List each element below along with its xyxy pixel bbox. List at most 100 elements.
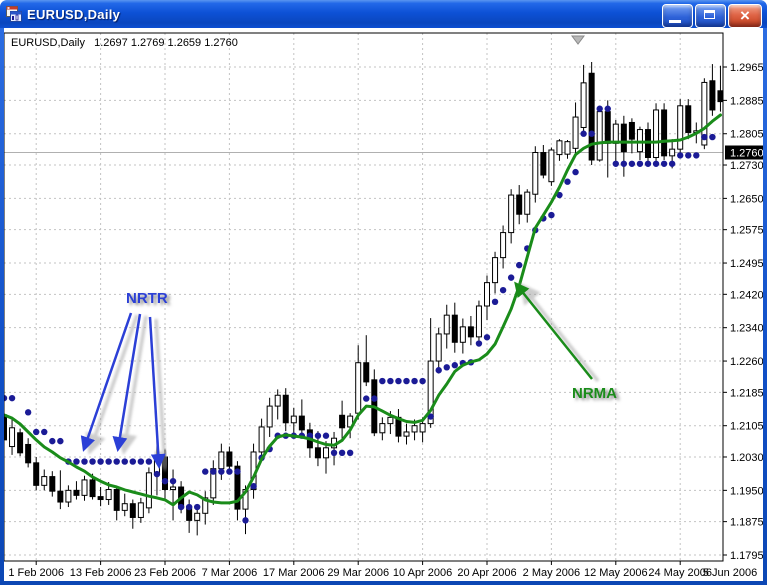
- nrtr-dot: [145, 458, 153, 465]
- candle: [661, 103, 668, 161]
- title-bar[interactable]: EURUSD,Daily ×: [0, 0, 767, 28]
- nrtr-dot: [314, 432, 322, 439]
- nrtr-dot: [41, 428, 48, 436]
- minimize-icon: [669, 20, 681, 23]
- candle: [588, 61, 595, 166]
- date-axis-label: 29 Mar 2006: [327, 567, 389, 579]
- nrtr-dot: [137, 458, 145, 465]
- candle: [73, 481, 80, 500]
- price-axis-label: 1.2420: [730, 289, 763, 301]
- nrtr-dot: [628, 160, 636, 167]
- nrtr-dot: [8, 394, 16, 402]
- date-axis-label: 24 May 2006: [648, 567, 712, 579]
- candle: [451, 302, 458, 353]
- maximize-button[interactable]: [695, 4, 726, 28]
- nrtr-arrow: [112, 313, 142, 452]
- candle: [81, 475, 88, 501]
- candle: [580, 64, 587, 132]
- nrtr-dot: [652, 160, 660, 167]
- chart-ohlc-header: EURUSD,Daily 1.2697 1.2769 1.2659 1.2760: [11, 37, 238, 49]
- candle: [540, 144, 547, 179]
- nrtr-dot: [668, 160, 676, 167]
- grid-layer: [4, 33, 723, 561]
- nrtr-dot: [435, 367, 442, 374]
- date-axis-label: 20 Apr 2006: [457, 567, 516, 579]
- nrtr-dot: [483, 334, 491, 341]
- nrtr-dot: [548, 211, 555, 219]
- date-axis-label: 23 Feb 2006: [134, 567, 196, 579]
- price-axis-label: 1.2030: [730, 452, 763, 464]
- price-axis[interactable]: 1.2965 1.2885 1.2805 1.2730 1.2650 1.2575 1.24…: [723, 62, 763, 562]
- nrma-annotation-label: NRMA: [572, 385, 617, 402]
- candle: [604, 100, 611, 178]
- price-axis-label: 1.2185: [730, 387, 763, 399]
- nrtr-dot: [612, 160, 619, 167]
- current-price-badge: [725, 145, 763, 160]
- price-axis-label: 1.2340: [730, 323, 763, 335]
- date-axis-label: 2 May 2006: [523, 567, 580, 579]
- time-axis[interactable]: 1 Feb 2006 13 Feb 2006 23 Feb 2006 7 Mar 20…: [8, 561, 757, 579]
- nrtr-dot: [73, 458, 80, 465]
- current-price-badge-text: 1.2760: [730, 148, 763, 160]
- nrtr-dot: [153, 470, 161, 478]
- date-axis-label: 10 Apr 2006: [393, 567, 452, 579]
- minimize-button[interactable]: [662, 4, 693, 28]
- close-button[interactable]: ×: [728, 4, 762, 28]
- nrtr-dot: [250, 482, 257, 490]
- candle: [653, 103, 660, 163]
- price-axis-label: 1.2650: [730, 193, 763, 205]
- nrtr-dot: [89, 458, 96, 465]
- candle: [258, 418, 265, 462]
- nrtr-dot: [218, 468, 225, 475]
- nrtr-dot: [330, 449, 338, 457]
- nrtr-dot: [226, 468, 233, 475]
- nrtr-dot: [427, 413, 434, 420]
- candle: [516, 185, 523, 225]
- nrtr-dot: [644, 160, 652, 167]
- candle: [596, 106, 603, 162]
- nrtr-dot: [620, 160, 628, 167]
- candle: [508, 189, 515, 244]
- annotation-arrows: [80, 281, 600, 473]
- nrtr-dot: [475, 340, 483, 347]
- nrma-indicator-line: [4, 113, 722, 507]
- candle: [210, 460, 217, 505]
- price-axis-label: 1.2495: [730, 258, 763, 270]
- nrtr-dot: [49, 437, 56, 445]
- nrtr-dot: [709, 133, 716, 141]
- nrtr-dot: [177, 503, 185, 511]
- candle: [628, 118, 635, 154]
- nrtr-dot: [338, 449, 346, 457]
- nrtr-dot: [411, 377, 418, 385]
- price-chart-canvas[interactable]: 1.2965 1.2885 1.2805 1.2730 1.2650 1.2575 1.24…: [4, 28, 763, 581]
- candle: [290, 407, 297, 435]
- nrtr-dot: [564, 178, 571, 185]
- candle: [467, 316, 474, 346]
- date-axis-label: 12 May 2006: [584, 567, 648, 579]
- candle: [709, 64, 716, 116]
- date-axis-label: 5 Jun 2006: [703, 567, 757, 579]
- date-axis-label: 13 Feb 2006: [70, 567, 132, 579]
- nrtr-dot: [105, 458, 112, 465]
- candle: [524, 189, 531, 223]
- candle: [331, 431, 338, 466]
- nrtr-dot: [588, 130, 595, 137]
- price-axis-label: 1.1795: [730, 550, 763, 562]
- nrtr-dot: [596, 105, 603, 112]
- nrtr-dot: [210, 468, 217, 475]
- close-icon: ×: [740, 6, 750, 25]
- candle: [379, 417, 386, 441]
- candle: [282, 388, 289, 432]
- nrtr-layer: [4, 105, 716, 524]
- candle: [113, 486, 120, 521]
- nrtr-dot: [379, 377, 386, 385]
- price-axis-label: 1.2965: [730, 62, 763, 74]
- nrtr-dot: [234, 468, 241, 475]
- candle: [395, 409, 402, 443]
- price-axis-label: 1.2805: [730, 129, 763, 141]
- maximize-icon: [704, 10, 715, 19]
- nrtr-dot: [685, 152, 692, 159]
- nrtr-dot: [194, 503, 201, 511]
- nrtr-arrow: [148, 316, 166, 469]
